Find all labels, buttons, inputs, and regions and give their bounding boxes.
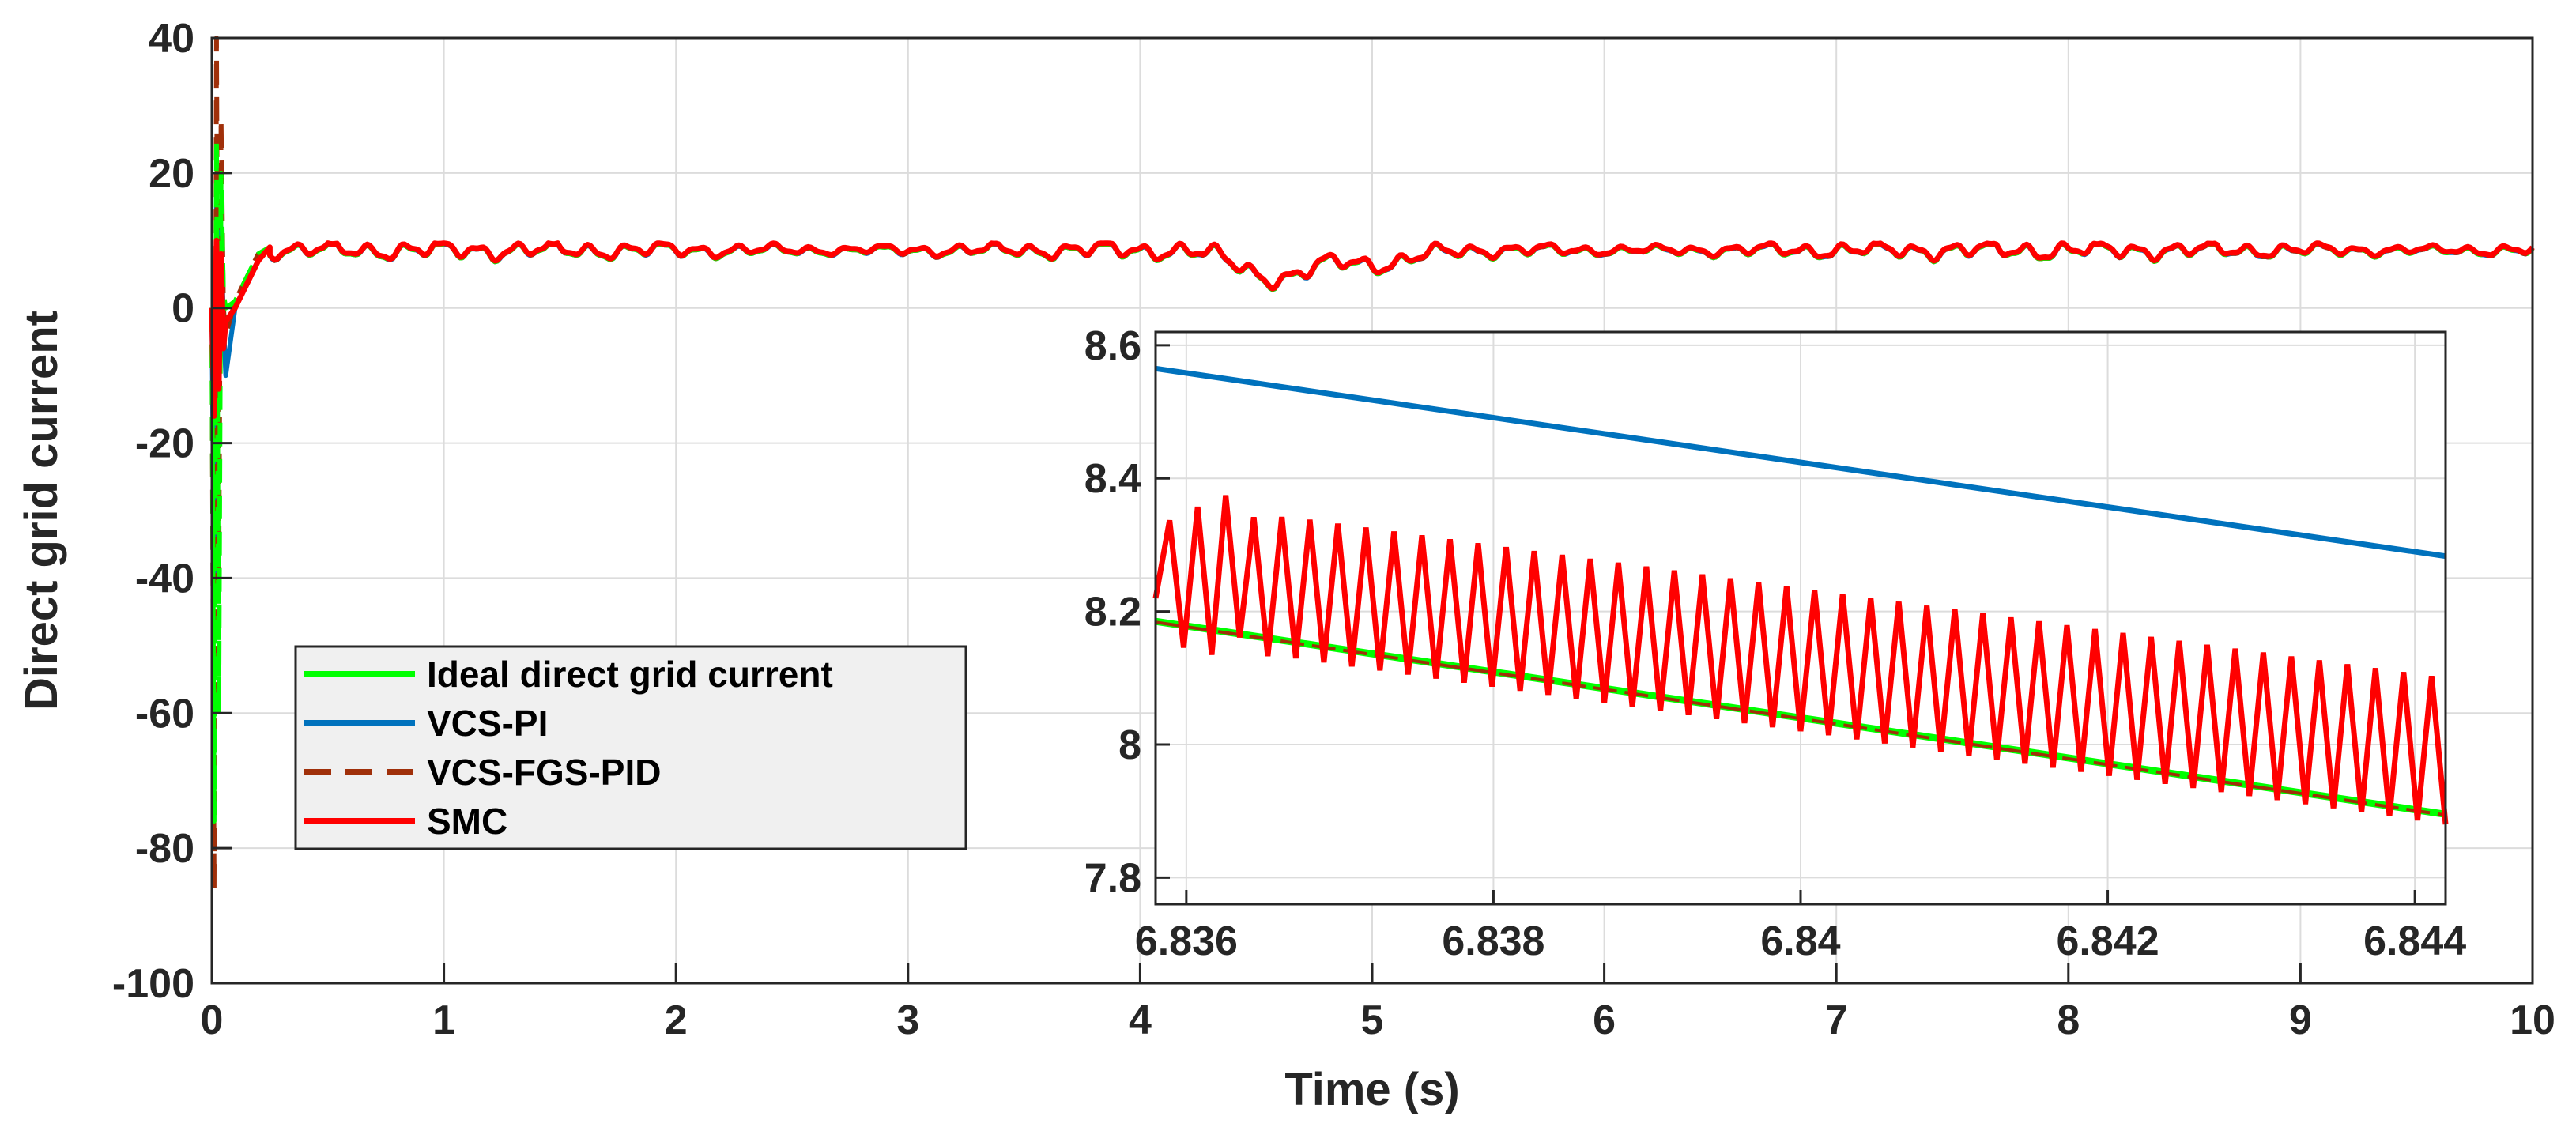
tick-label-x-6: 6: [1593, 997, 1616, 1043]
tick-label-x-5: 5: [1361, 997, 1384, 1043]
tick-label-x-2: 2: [665, 997, 688, 1043]
inset-ticks: 6.836 6.838 6.84 6.842 6.844 8.6 8.4 8.2 8 7.8: [1084, 323, 2467, 964]
tick-label-y--80: -80: [135, 826, 194, 872]
legend-label-smc: SMC: [427, 801, 507, 842]
tick-label-y--40: -40: [135, 556, 194, 601]
main-series: [209, 36, 2535, 892]
series-line-smc: [209, 237, 2535, 419]
tick-label-x-3: 3: [896, 997, 919, 1043]
inset-series-smc: [1152, 495, 2449, 825]
inset-tick-label-y-8.4: 8.4: [1084, 456, 1141, 502]
tick-label-y--100: -100: [112, 961, 194, 1007]
tick-label-y-20: 20: [149, 151, 194, 197]
legend-label-ideal: Ideal direct grid current: [427, 654, 833, 695]
inset-tick-label-y-8: 8: [1118, 722, 1141, 768]
inset-tick-label-y-7.8: 7.8: [1084, 855, 1141, 901]
main-ticks: 0 1 2 3 4 5 6 7 8 9 10 40 20 0 -20 -40 -60 -80 -100: [112, 16, 2555, 1043]
inset-tick-label-x-6.842: 6.842: [2057, 918, 2159, 964]
inset-tick-label-x-6.844: 6.844: [2363, 918, 2466, 964]
inset-tick-label-y-8.6: 8.6: [1084, 323, 1141, 369]
tick-label-y-40: 40: [149, 16, 194, 62]
x-axis-label: Time (s): [1284, 1064, 1459, 1115]
legend-label-vcs-fgs-pid: VCS-FGS-PID: [427, 752, 661, 793]
inset-panel: 6.836 6.838 6.84 6.842 6.844 8.6 8.4 8.2 8 7.8: [1084, 323, 2467, 964]
tick-label-x-4: 4: [1129, 997, 1152, 1043]
tick-label-y-0: 0: [172, 286, 194, 332]
tick-label-x-0: 0: [201, 997, 224, 1043]
legend-label-vcs-pi: VCS-PI: [427, 703, 548, 744]
inset-series-vcs-pi: [1155, 365, 2446, 560]
legend-box: [294, 645, 967, 850]
tick-label-x-1: 1: [432, 997, 455, 1043]
inset-frame: [1154, 330, 2447, 906]
tick-label-x-10: 10: [2510, 997, 2555, 1043]
tick-label-x-7: 7: [1825, 997, 1848, 1043]
inset-tick-label-y-8.2: 8.2: [1084, 590, 1141, 635]
tick-label-x-8: 8: [2057, 997, 2080, 1043]
inset-tick-label-x-6.84: 6.84: [1760, 918, 1840, 964]
tick-label-x-9: 9: [2289, 997, 2312, 1043]
inset-series: [1152, 365, 2449, 825]
tick-label-y--20: -20: [135, 421, 194, 467]
inset-tick-label-x-6.838: 6.838: [1442, 918, 1544, 964]
y-axis-label: Direct grid current: [16, 311, 67, 711]
tick-label-y--60: -60: [135, 691, 194, 737]
legend: Ideal direct grid current VCS-PI VCS-FGS…: [294, 645, 967, 850]
inset-tick-label-x-6.836: 6.836: [1135, 918, 1238, 964]
